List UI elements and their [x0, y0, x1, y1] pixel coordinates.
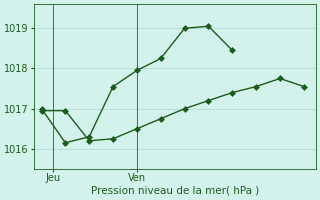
X-axis label: Pression niveau de la mer( hPa ): Pression niveau de la mer( hPa ) [91, 186, 259, 196]
